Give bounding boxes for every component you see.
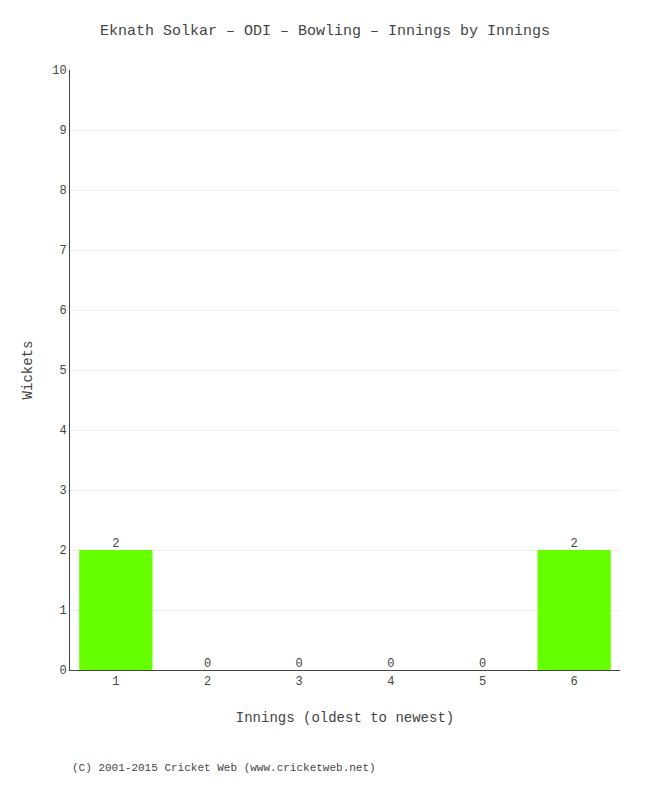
svg-text:2: 2 [571, 537, 578, 551]
svg-text:2: 2 [112, 537, 119, 551]
svg-text:9: 9 [59, 124, 66, 138]
svg-text:(C) 2001-2015 Cricket Web (www: (C) 2001-2015 Cricket Web (www.cricketwe… [72, 762, 376, 774]
svg-text:1: 1 [112, 675, 119, 689]
svg-text:5: 5 [59, 364, 66, 378]
svg-text:7: 7 [59, 244, 66, 258]
svg-text:10: 10 [52, 64, 66, 78]
svg-text:3: 3 [59, 484, 66, 498]
svg-text:Eknath Solkar – ODI – Bowling: Eknath Solkar – ODI – Bowling – Innings … [100, 23, 550, 40]
svg-text:0: 0 [387, 657, 394, 671]
svg-text:0: 0 [204, 657, 211, 671]
svg-text:5: 5 [479, 675, 486, 689]
svg-text:4: 4 [59, 424, 66, 438]
svg-text:2: 2 [59, 544, 66, 558]
svg-text:4: 4 [387, 675, 394, 689]
svg-text:6: 6 [59, 304, 66, 318]
svg-text:0: 0 [296, 657, 303, 671]
svg-text:3: 3 [296, 675, 303, 689]
svg-text:0: 0 [59, 664, 66, 678]
svg-text:8: 8 [59, 184, 66, 198]
svg-text:Innings (oldest to newest): Innings (oldest to newest) [236, 710, 454, 726]
svg-text:1: 1 [59, 604, 66, 618]
svg-text:2: 2 [204, 675, 211, 689]
svg-text:0: 0 [479, 657, 486, 671]
svg-text:6: 6 [571, 675, 578, 689]
svg-text:Wickets: Wickets [20, 341, 36, 400]
